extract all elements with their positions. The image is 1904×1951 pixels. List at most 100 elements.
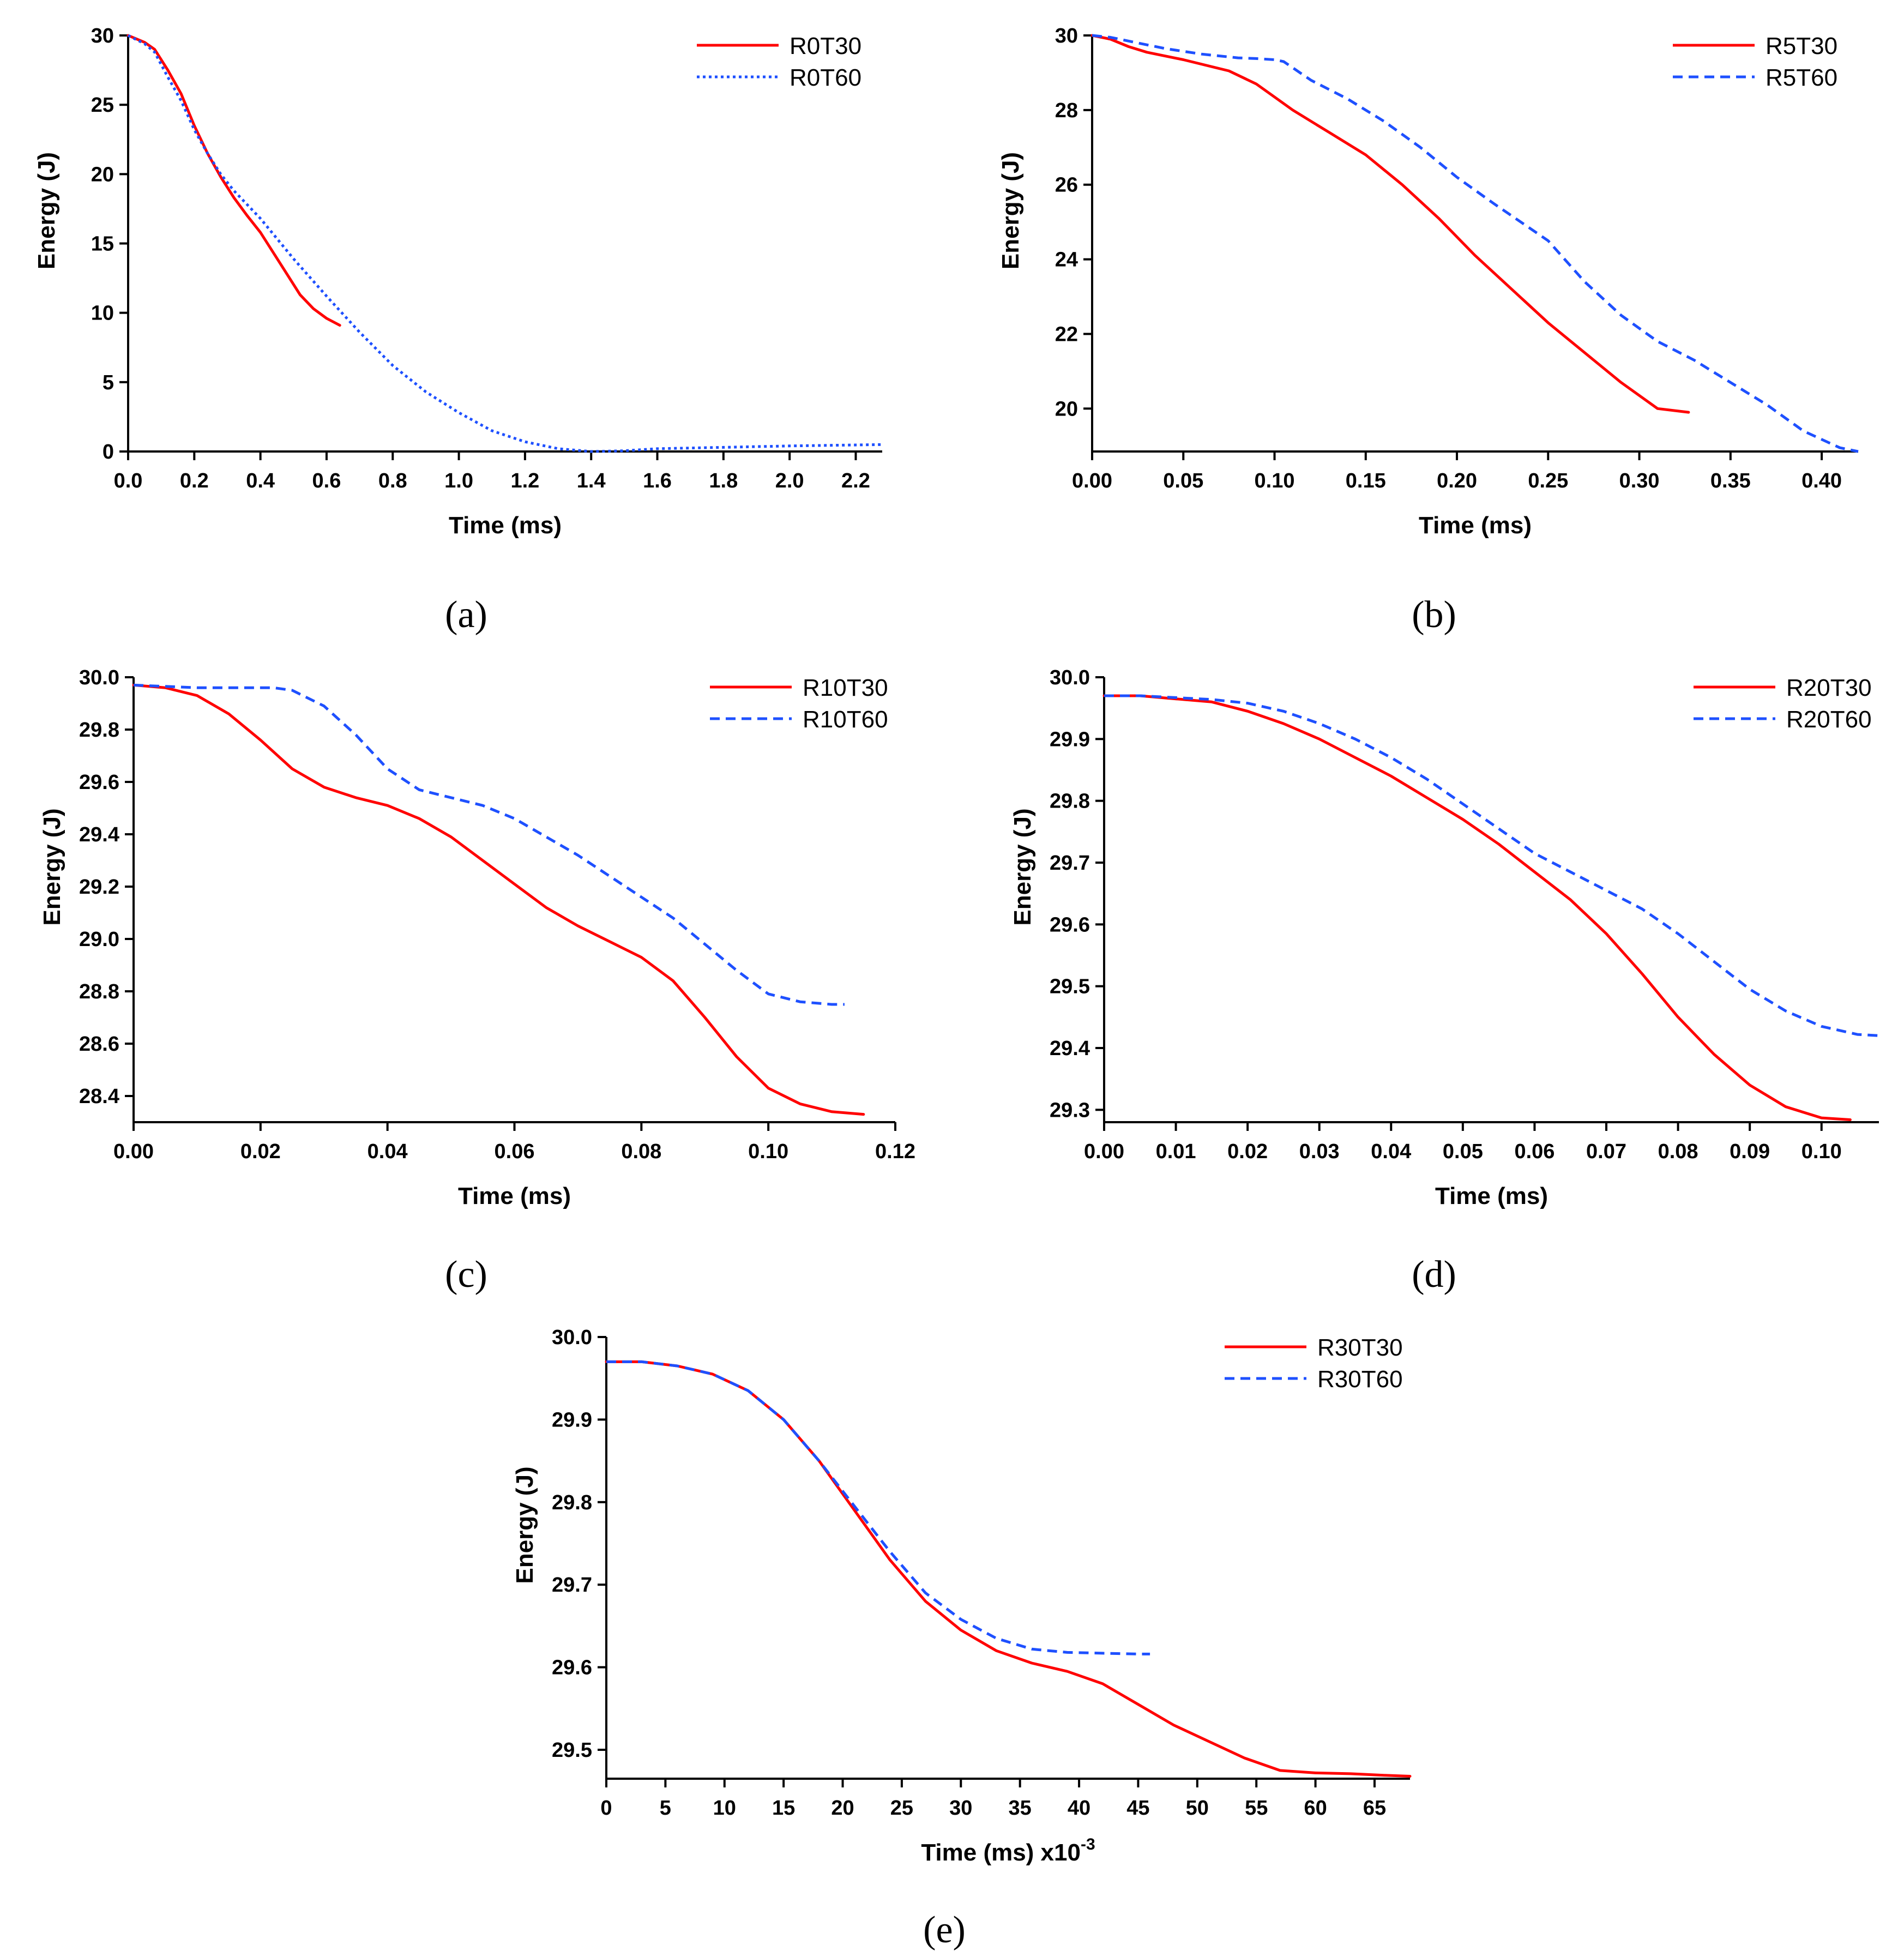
x-tick-label: 45: [1126, 1797, 1149, 1820]
x-tick-label: 0.01: [1156, 1140, 1196, 1163]
series-line-r20t60: [1104, 694, 1879, 1037]
y-tick-label: 25: [91, 94, 114, 117]
x-axis-title: Time (ms): [449, 512, 562, 539]
y-tick-label: 10: [91, 302, 114, 325]
x-tick-label: 0.06: [495, 1140, 535, 1163]
panel-label: (a): [445, 594, 487, 636]
x-tick-label: 30: [949, 1797, 972, 1820]
y-tick-label: 30.0: [1050, 666, 1090, 689]
chart-panel-3: 0.00 0.02 0.04 0.06 0.08 0.10 0.12 28.4 28.6 28.8…: [39, 666, 915, 1296]
x-tick-label: 0.40: [1801, 469, 1842, 492]
x-tick-label: 0.06: [1514, 1140, 1554, 1163]
y-tick-label: 29.6: [1050, 913, 1090, 936]
y-tick-label: 30: [91, 25, 114, 47]
x-tick-label: 0.08: [1658, 1140, 1698, 1163]
x-tick-label: 0.0: [114, 469, 143, 492]
x-axis-title: Time (ms): [1435, 1183, 1548, 1209]
y-axis-title: Energy (J): [997, 152, 1024, 269]
y-axis-title: Energy (J): [33, 152, 60, 269]
x-tick-label: 0: [600, 1797, 612, 1820]
y-tick-label: 29.9: [552, 1408, 592, 1431]
y-tick-label: 28.6: [79, 1033, 119, 1056]
panel-label: (d): [1412, 1254, 1456, 1296]
series-line-r10t60: [133, 683, 845, 1006]
y-tick-label: 29.2: [79, 876, 119, 899]
x-tick-label: 15: [772, 1797, 795, 1820]
y-tick-label: 30.0: [79, 666, 119, 689]
y-tick-label: 29.7: [552, 1574, 592, 1597]
series-line-r30t60: [606, 1360, 1150, 1655]
x-tick-label: 0.05: [1443, 1140, 1483, 1163]
y-tick-label: 29.8: [79, 719, 119, 742]
series-line-r5t30: [1090, 34, 1690, 414]
x-tick-label: 35: [1009, 1797, 1032, 1820]
x-tick-label: 0.04: [1371, 1140, 1411, 1163]
x-tick-label: 40: [1068, 1797, 1090, 1820]
x-tick-label: 0.08: [621, 1140, 661, 1163]
series-line-r0t30: [126, 34, 341, 327]
x-tick-label: 0.2: [180, 469, 209, 492]
x-tick-label: 25: [890, 1797, 913, 1820]
y-tick-label: 5: [103, 371, 114, 394]
legend-label-r30t60: R30T60: [1317, 1366, 1403, 1393]
y-axis-title: Energy (J): [511, 1466, 538, 1583]
legend-label-r30t30: R30T30: [1317, 1334, 1403, 1361]
x-tick-label: 0.10: [1255, 469, 1295, 492]
legend-label-r20t30: R20T30: [1786, 675, 1872, 701]
y-tick-label: 24: [1055, 249, 1078, 272]
x-axis-title: Time (ms): [1419, 512, 1532, 539]
chart-panel-5: 0 5 10 15 20 25 30 35 40 45 50 55 60 65 29.5 29.6 29.7 29…: [511, 1326, 1412, 1951]
x-tick-label: 1.0: [444, 469, 473, 492]
y-tick-label: 29.0: [79, 928, 119, 951]
y-tick-label: 20: [91, 163, 114, 186]
y-tick-label: 22: [1055, 323, 1078, 346]
x-tick-label: 5: [660, 1797, 671, 1820]
x-tick-label: 0.03: [1299, 1140, 1340, 1163]
legend-label-r20t60: R20T60: [1786, 706, 1872, 733]
series-line-r10t30: [132, 683, 865, 1116]
x-tick-label: 1.6: [643, 469, 672, 492]
y-tick-label: 28.4: [79, 1085, 119, 1108]
x-tick-label: 0.00: [113, 1140, 154, 1163]
legend-label-r0t60: R0T60: [790, 64, 861, 91]
x-tick-label: 0.10: [748, 1140, 788, 1163]
x-tick-label: 0.8: [378, 469, 407, 492]
x-tick-label: 0.12: [875, 1140, 915, 1163]
y-tick-label: 0: [103, 441, 114, 463]
y-tick-label: 30.0: [552, 1326, 592, 1349]
y-tick-label: 29.8: [552, 1491, 592, 1514]
y-tick-label: 29.6: [79, 771, 119, 794]
x-tick-label: 0.02: [240, 1140, 281, 1163]
panel-label: (c): [445, 1254, 487, 1296]
series-line-r20t30: [1102, 694, 1852, 1121]
y-tick-label: 29.8: [1050, 790, 1090, 813]
x-tick-label: 0.02: [1227, 1140, 1268, 1163]
x-tick-label: 0.25: [1528, 469, 1568, 492]
legend-label-r5t30: R5T30: [1766, 33, 1837, 59]
y-tick-label: 30: [1055, 25, 1078, 47]
x-tick-label: 0.04: [367, 1140, 408, 1163]
x-tick-label: 20: [831, 1797, 854, 1820]
y-tick-label: 20: [1055, 398, 1078, 420]
chart-panel-4: 0.00 0.01 0.02 0.03 0.04 0.05 0.06 0.07 0.08 0.09…: [1009, 666, 1879, 1296]
x-axis-title: Time (ms) x10-3: [921, 1835, 1095, 1866]
x-tick-label: 50: [1186, 1797, 1209, 1820]
x-tick-label: 0.05: [1163, 469, 1203, 492]
x-tick-label: 0.07: [1586, 1140, 1626, 1163]
x-axis-exponent: -3: [1081, 1835, 1095, 1853]
x-tick-label: 0.00: [1072, 469, 1112, 492]
x-tick-label: 0.10: [1801, 1140, 1842, 1163]
y-tick-label: 29.9: [1050, 728, 1090, 751]
y-tick-label: 29.7: [1050, 852, 1090, 875]
x-tick-label: 10: [713, 1797, 736, 1820]
x-tick-label: 0.15: [1346, 469, 1386, 492]
y-axis-title: Energy (J): [39, 808, 65, 925]
x-tick-label: 55: [1245, 1797, 1268, 1820]
chart-panel-2: 0.00 0.05 0.10 0.15 0.20 0.25 0.30 0.35 0.40 20 22…: [997, 25, 1859, 636]
legend-label-r0t30: R0T30: [790, 33, 861, 59]
x-tick-label: 2.2: [841, 469, 870, 492]
x-tick-label: 0.00: [1084, 1140, 1124, 1163]
y-tick-label: 28: [1055, 99, 1078, 122]
series-line-r0t60: [127, 34, 883, 453]
x-axis-title: Time (ms): [458, 1183, 571, 1209]
